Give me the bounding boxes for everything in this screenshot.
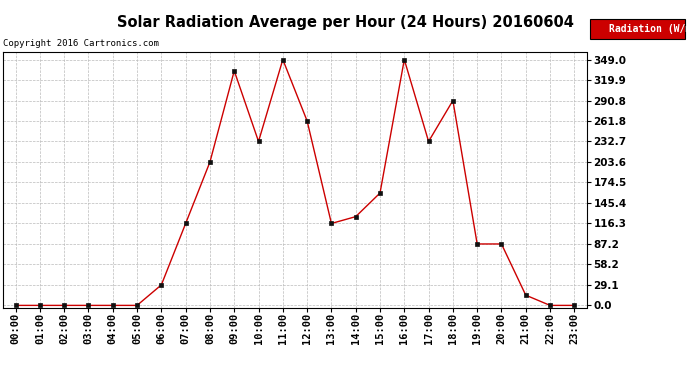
- Text: Copyright 2016 Cartronics.com: Copyright 2016 Cartronics.com: [3, 39, 159, 48]
- Text: Radiation (W/m2): Radiation (W/m2): [609, 24, 690, 34]
- Text: Solar Radiation Average per Hour (24 Hours) 20160604: Solar Radiation Average per Hour (24 Hou…: [117, 15, 573, 30]
- Text: —: —: [593, 22, 606, 36]
